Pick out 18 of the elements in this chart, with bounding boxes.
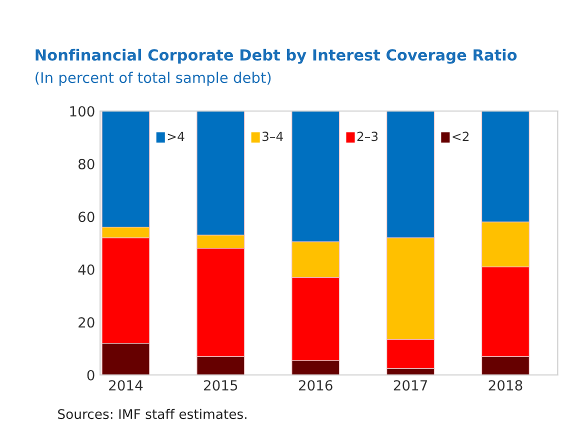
legend-label: >4 [168, 132, 184, 141]
y-tick-label: 60 [78, 212, 94, 222]
x-tick-label: 2018 [488, 380, 522, 391]
source-note: Sources: IMF staff estimates. [58, 408, 246, 420]
y-tick-label: 20 [78, 317, 94, 328]
x-tick-label: 2015 [204, 380, 238, 391]
legend-label: 2–3 [357, 132, 378, 142]
y-tick-label: 40 [78, 264, 94, 275]
legend-label: 3–4 [262, 132, 283, 142]
chart-subtitle: (In percent of total sample debt) [36, 72, 271, 86]
y-tick-label: 0 [87, 370, 94, 380]
x-tick-label: 2016 [298, 380, 332, 391]
y-tick-label: 80 [78, 158, 94, 170]
y-tick-label: 100 [70, 106, 94, 117]
x-tick-label: 2017 [394, 380, 428, 391]
chart-title: Nonfinancial Corporate Debt by Interest Coverage Ratio [36, 48, 517, 64]
x-tick-label: 2014 [109, 380, 143, 391]
legend-label: <2 [452, 132, 469, 141]
